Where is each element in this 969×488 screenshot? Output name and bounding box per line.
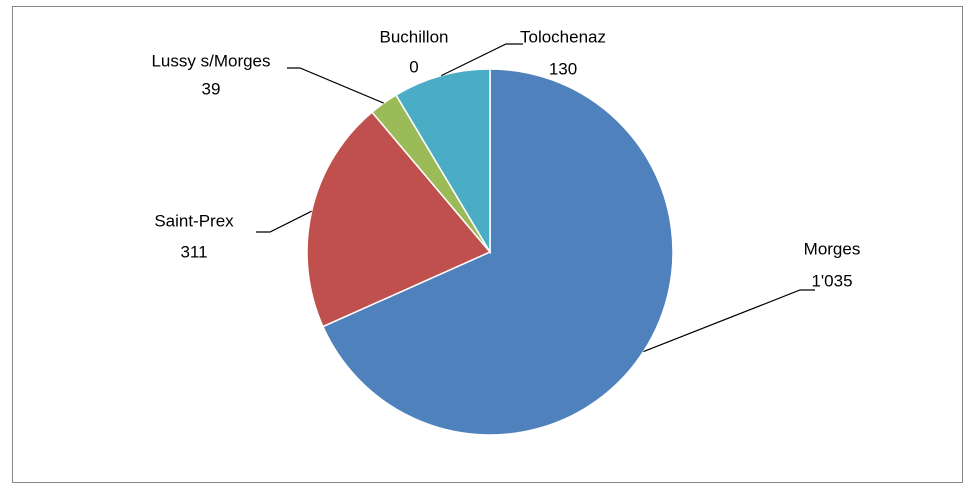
value-label: 130	[549, 59, 577, 78]
value-label: 1'035	[811, 271, 852, 290]
value-label: 0	[409, 57, 418, 76]
leader-line	[440, 43, 523, 77]
leader-line	[643, 289, 815, 353]
pie-slice	[395, 68, 491, 255]
value-label: 39	[202, 79, 221, 98]
leader-line	[256, 210, 312, 233]
leader-line	[287, 67, 384, 104]
slice-label: Tolochenaz	[520, 27, 606, 46]
slice-label: Saint-Prex	[154, 211, 234, 230]
slice-label: Morges	[804, 239, 861, 258]
slice-label: Lussy s/Morges	[151, 51, 270, 70]
slice-label: Buchillon	[380, 27, 449, 46]
pie-slice	[306, 111, 492, 328]
value-label: 311	[180, 242, 207, 261]
pie-slice	[321, 68, 674, 436]
